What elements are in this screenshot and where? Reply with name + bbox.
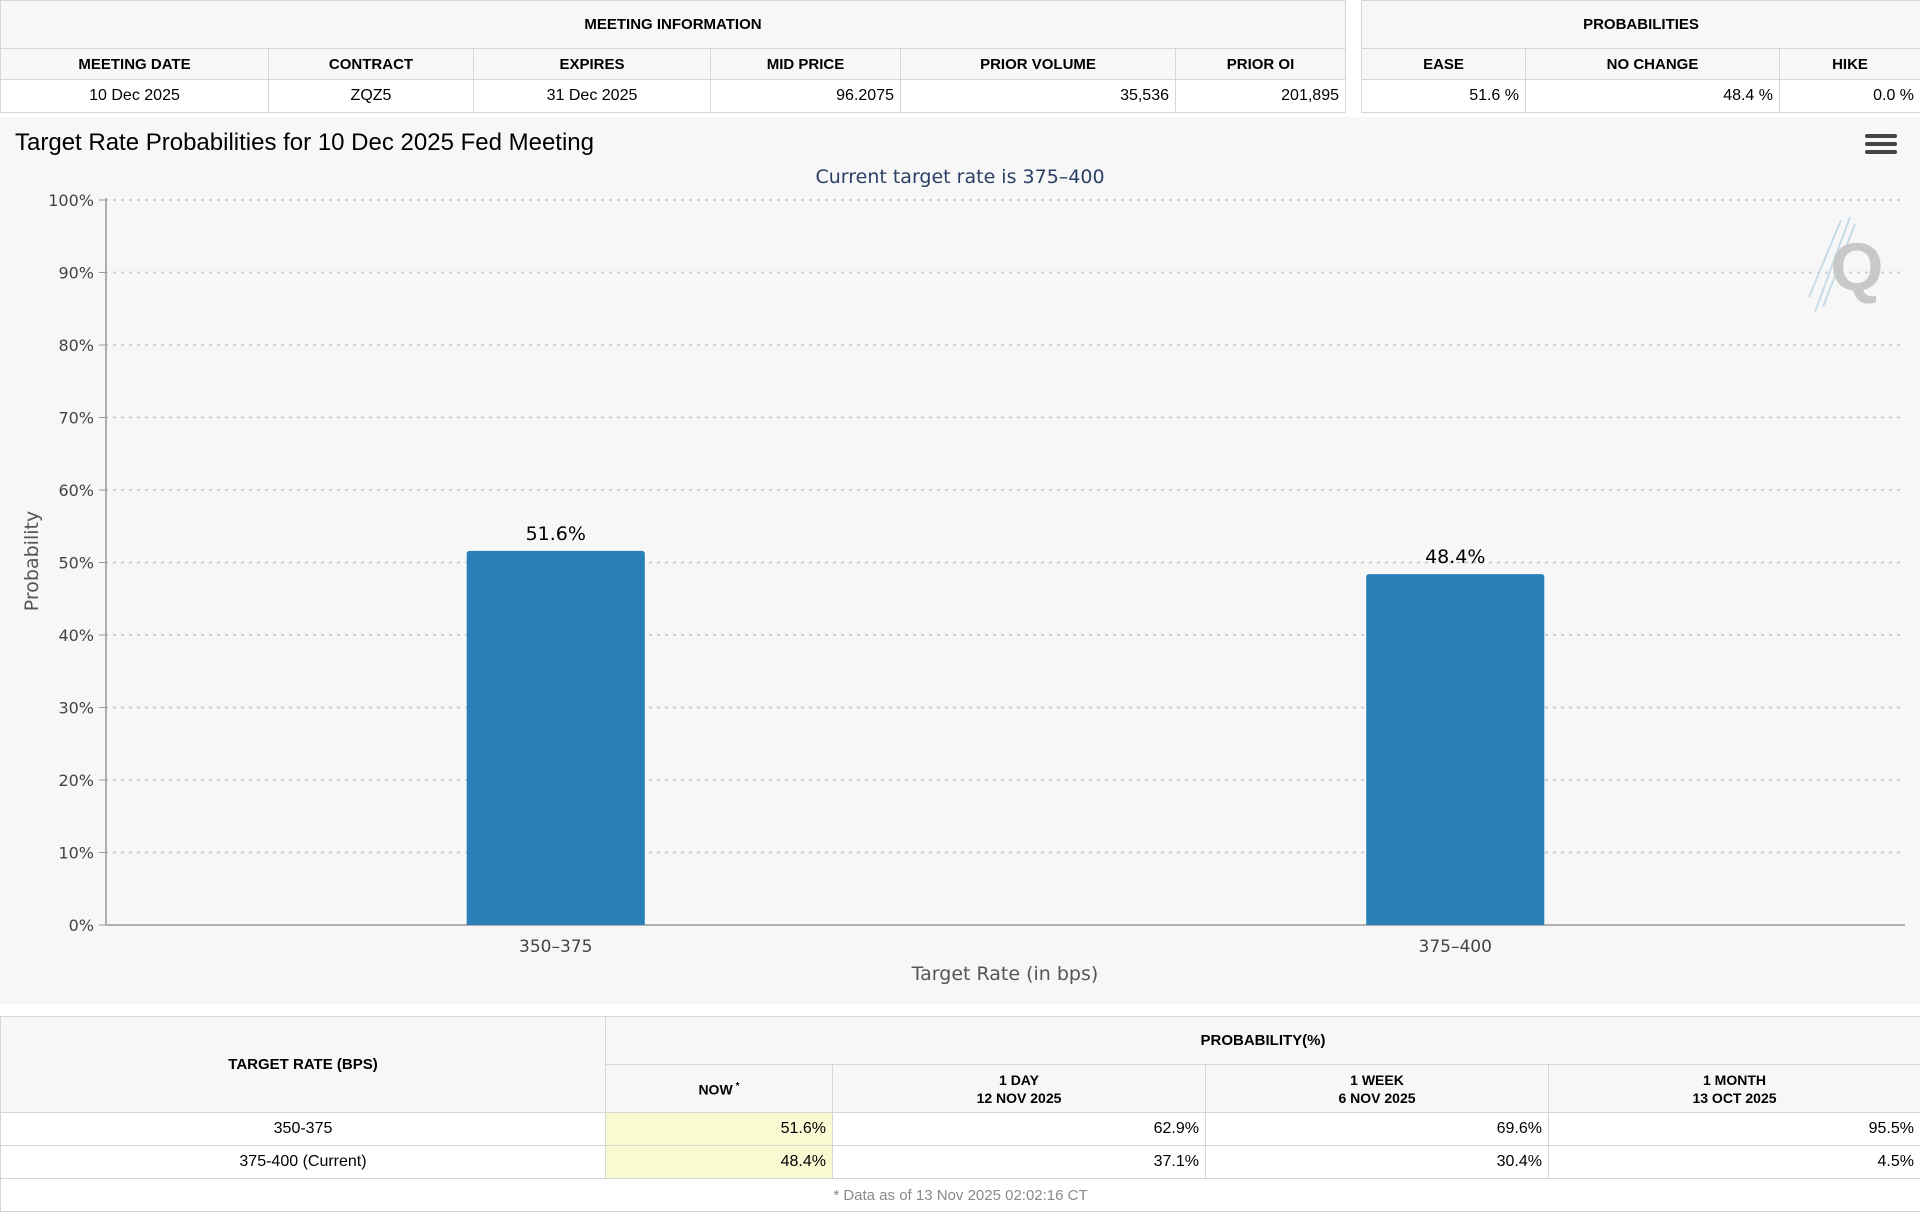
rate-cell: 350-375: [0, 1112, 606, 1146]
probability-history-table: TARGET RATE (BPS) PROBABILITY(%) NOW * 1 …: [0, 1016, 1920, 1212]
y-tick-label: 100%: [48, 191, 94, 210]
bar-data-label: 51.6%: [526, 523, 586, 545]
one-week-cell: 69.6%: [1205, 1112, 1549, 1146]
y-tick-label: 10%: [58, 844, 94, 863]
one-month-header: 1 MONTH 13 OCT 2025: [1548, 1064, 1920, 1113]
y-tick-label: 40%: [58, 626, 94, 645]
y-tick-label: 20%: [58, 771, 94, 790]
expires-header: EXPIRES: [473, 48, 711, 80]
q-watermark-icon: Q: [1808, 216, 1884, 313]
x-tick-label: 375–400: [1419, 937, 1492, 957]
y-axis-title: Probability: [21, 511, 43, 611]
one-day-cell: 62.9%: [832, 1112, 1206, 1146]
expires-cell: 31 Dec 2025: [473, 79, 711, 113]
y-tick-label: 80%: [58, 336, 94, 355]
target-rate-header: TARGET RATE (BPS): [0, 1016, 606, 1113]
meeting-date-header: MEETING DATE: [0, 48, 269, 80]
hike-header: HIKE: [1778, 48, 1920, 80]
no-change-header: NO CHANGE: [1525, 48, 1780, 80]
one-month-cell: 4.5%: [1548, 1145, 1920, 1179]
prior-oi-header: PRIOR OI: [1175, 48, 1346, 80]
now-cell: 51.6%: [605, 1112, 833, 1146]
table-row: 350-375 51.6% 62.9% 69.6% 95.5%: [0, 1112, 1920, 1146]
y-tick-label: 90%: [58, 264, 94, 283]
data-timestamp-footnote: * Data as of 13 Nov 2025 02:02:16 CT: [0, 1178, 1920, 1212]
mid-price-cell: 96.2075: [710, 79, 901, 113]
one-week-cell: 30.4%: [1205, 1145, 1549, 1179]
bar[interactable]: [466, 550, 645, 925]
x-axis-title: Target Rate (in bps): [911, 963, 1099, 985]
bar[interactable]: [1366, 574, 1545, 925]
now-cell: 48.4%: [605, 1145, 833, 1179]
one-day-cell: 37.1%: [832, 1145, 1206, 1179]
prior-volume-header: PRIOR VOLUME: [900, 48, 1176, 80]
meeting-information-title: MEETING INFORMATION: [0, 0, 1346, 49]
y-tick-label: 30%: [58, 699, 94, 718]
one-week-header: 1 WEEK 6 NOV 2025: [1205, 1064, 1549, 1113]
contract-cell: ZQZ5: [268, 79, 474, 113]
prior-volume-cell: 35,536: [900, 79, 1176, 113]
meeting-information-table: MEETING INFORMATION MEETING DATE CONTRAC…: [0, 0, 1346, 113]
y-tick-label: 50%: [58, 554, 94, 573]
y-tick-label: 60%: [58, 481, 94, 500]
y-tick-label: 70%: [58, 409, 94, 428]
bar-data-label: 48.4%: [1425, 546, 1485, 568]
y-tick-label: 0%: [69, 916, 94, 935]
bar-chart: 0% 10% 20% 30% 40% 50% 60% 70% 80% 90% 100% 350–375…: [21, 166, 1906, 985]
ease-cell: 51.6 %: [1361, 79, 1526, 113]
rate-cell: 375-400 (Current): [0, 1145, 606, 1179]
probability-header: PROBABILITY(%): [605, 1016, 1920, 1065]
now-header: NOW *: [605, 1064, 833, 1113]
hike-cell: 0.0 %: [1778, 79, 1920, 113]
no-change-cell: 48.4 %: [1525, 79, 1780, 113]
hamburger-menu-icon[interactable]: [1865, 134, 1897, 162]
ease-header: EASE: [1361, 48, 1526, 80]
watermark-letter: Q: [1831, 229, 1884, 305]
chart-title: Target Rate Probabilities for 10 Dec 202…: [15, 129, 594, 156]
one-month-cell: 95.5%: [1548, 1112, 1920, 1146]
mid-price-header: MID PRICE: [710, 48, 901, 80]
table-row: 375-400 (Current) 48.4% 37.1% 30.4% 4.5%: [0, 1145, 1920, 1179]
probabilities-table: PROBABILITIES EASE NO CHANGE HIKE 51.6 %…: [1360, 0, 1920, 113]
chart-subtitle: Current target rate is 375–400: [815, 166, 1104, 188]
probabilities-title: PROBABILITIES: [1360, 0, 1920, 49]
prior-oi-cell: 201,895: [1175, 79, 1346, 113]
meeting-date-cell: 10 Dec 2025: [0, 79, 269, 113]
contract-header: CONTRACT: [268, 48, 474, 80]
chart-panel: Target Rate Probabilities for 10 Dec 202…: [0, 117, 1920, 1004]
one-day-header: 1 DAY 12 NOV 2025: [832, 1064, 1206, 1113]
x-tick-label: 350–375: [519, 937, 592, 957]
